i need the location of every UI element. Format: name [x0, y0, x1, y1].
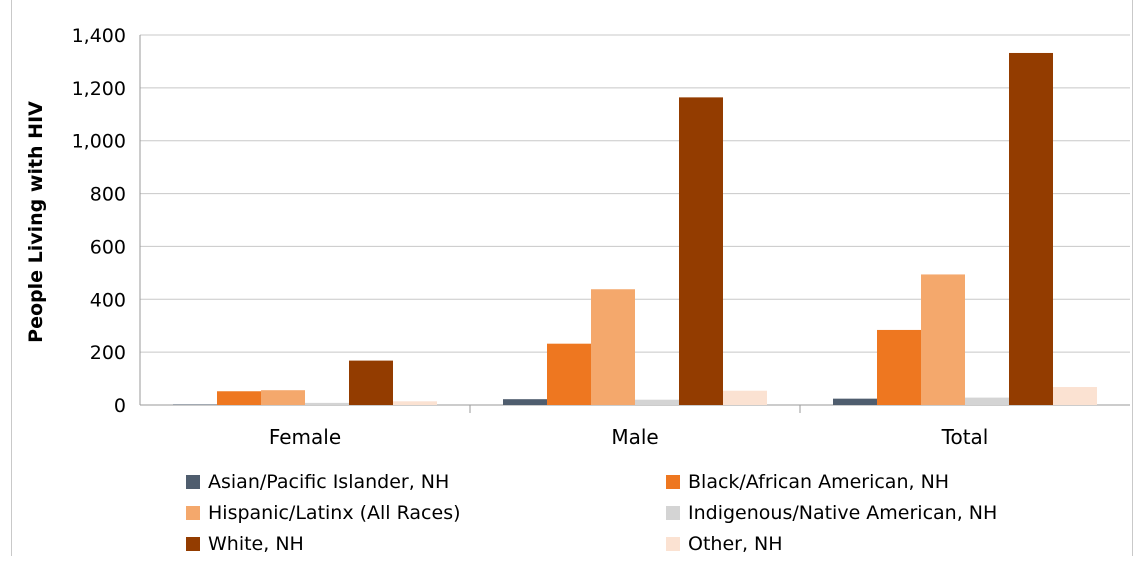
legend-label: Hispanic/Latinx (All Races) — [208, 502, 461, 524]
legend-label: Black/African American, NH — [688, 471, 950, 493]
x-category-label: Total — [941, 425, 989, 449]
x-axis-categories: Female Male Total — [269, 425, 989, 449]
bar — [1009, 52, 1053, 405]
legend-item: White, NH — [186, 530, 304, 558]
legend-label: Asian/Pacific Islander, NH — [208, 471, 450, 493]
y-tick-label: 1,400 — [72, 25, 126, 47]
legend-label: White, NH — [208, 533, 304, 555]
legend-item: Asian/Pacific Islander, NH — [186, 468, 449, 496]
bar — [679, 97, 723, 405]
y-tick-label: 1,200 — [72, 78, 126, 100]
legend-swatch — [186, 475, 200, 489]
legend-label: Other, NH — [688, 533, 783, 555]
legend-swatch — [666, 506, 680, 520]
bar — [393, 401, 437, 405]
bar — [547, 343, 591, 405]
bar — [305, 402, 349, 405]
bar — [503, 399, 547, 405]
legend-item: Black/African American, NH — [666, 468, 949, 496]
bar — [261, 390, 305, 405]
bars — [173, 52, 1097, 405]
bar — [921, 274, 965, 405]
chart-frame — [11, 0, 1133, 556]
legend: Asian/Pacific Islander, NH Black/African … — [186, 468, 1116, 558]
bar — [591, 289, 635, 405]
y-tick-label: 400 — [90, 289, 126, 311]
legend-item: Other, NH — [666, 530, 783, 558]
bar — [635, 399, 679, 405]
bar — [1053, 387, 1097, 405]
bar — [965, 397, 1009, 405]
legend-label: Indigenous/Native American, NH — [688, 502, 998, 524]
y-axis-label: People Living with HIV — [25, 101, 47, 343]
bar — [217, 391, 261, 405]
legend-swatch — [666, 475, 680, 489]
bar — [833, 398, 877, 405]
legend-swatch — [666, 537, 680, 551]
bar — [877, 329, 921, 405]
bar-chart: 0 200 400 600 800 1,000 1,200 1,400 Female Male T… — [25, 25, 1130, 449]
y-tick-label: 200 — [90, 342, 126, 364]
y-tick-label: 800 — [90, 184, 126, 206]
x-category-label: Male — [611, 425, 658, 449]
legend-item: Indigenous/Native American, NH — [666, 499, 997, 527]
legend-swatch — [186, 506, 200, 520]
y-tick-label: 0 — [114, 395, 126, 417]
y-tick-label: 600 — [90, 236, 126, 258]
y-tick-label: 1,000 — [72, 131, 126, 153]
y-axis-ticks: 0 200 400 600 800 1,000 1,200 1,400 — [72, 25, 126, 417]
bar — [349, 360, 393, 405]
legend-item: Hispanic/Latinx (All Races) — [186, 499, 461, 527]
legend-swatch — [186, 537, 200, 551]
bar — [173, 404, 217, 405]
bar — [723, 390, 767, 405]
x-category-label: Female — [269, 425, 341, 449]
